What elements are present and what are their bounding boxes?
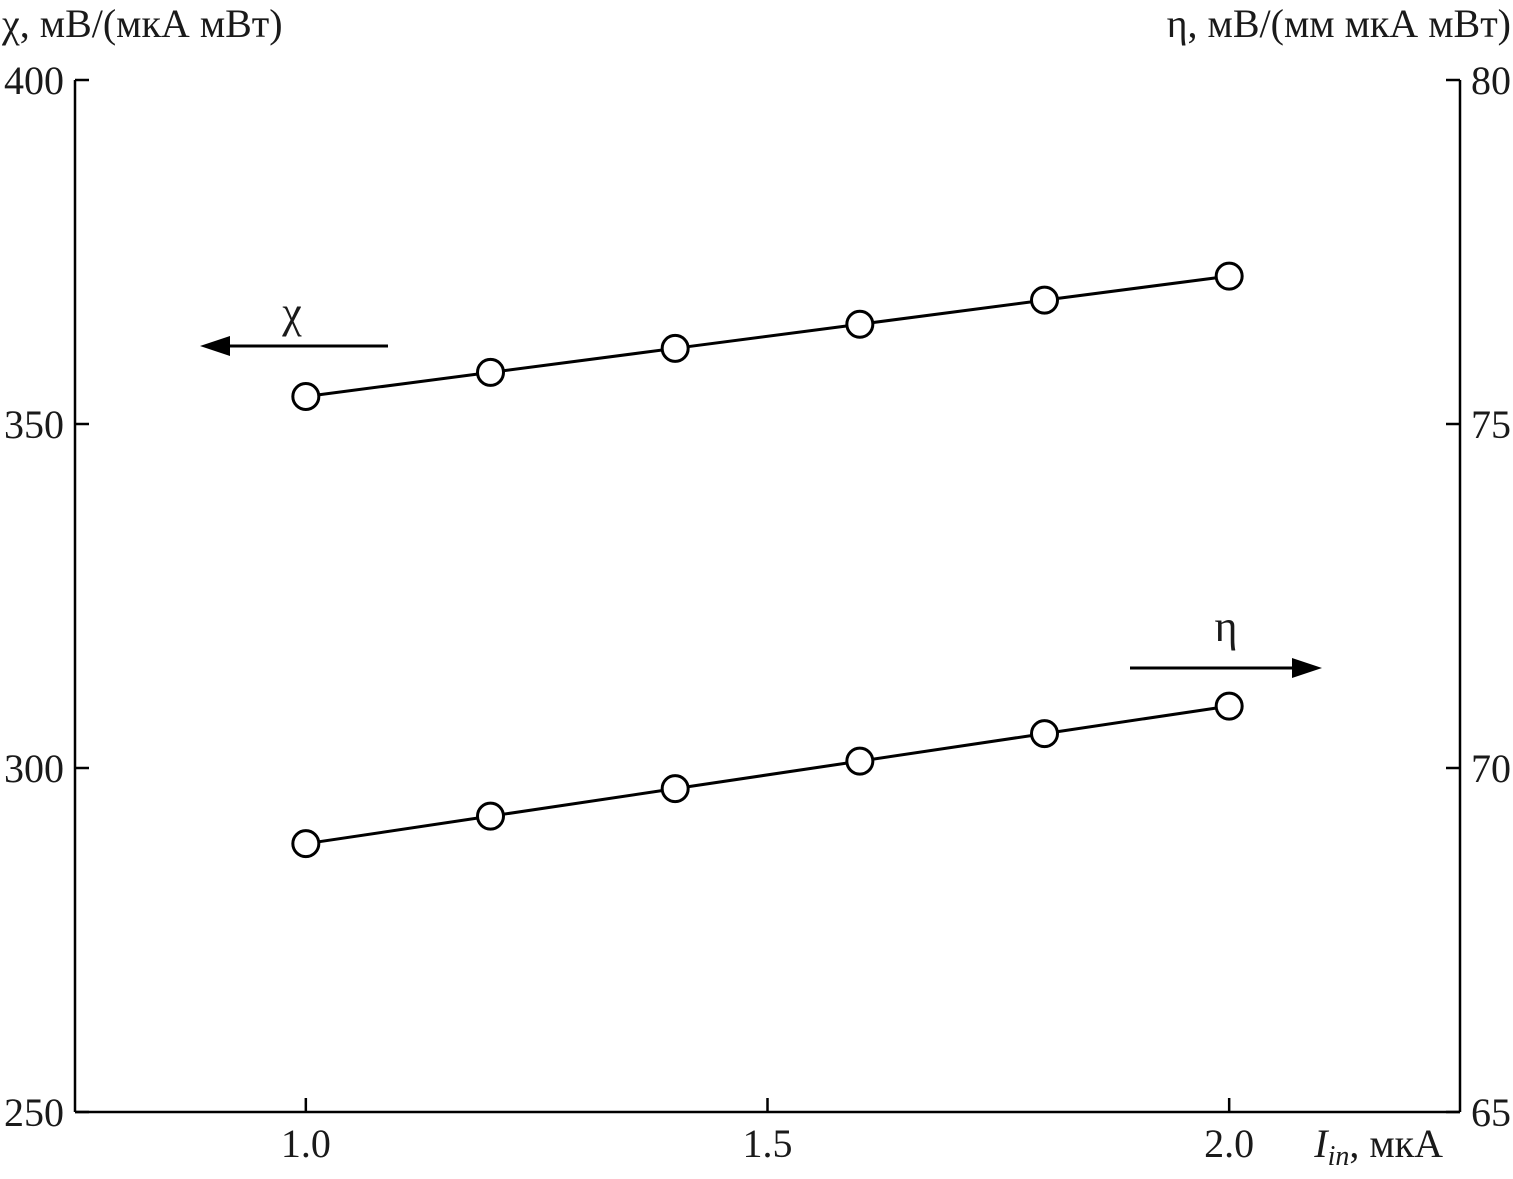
annotations: χ η <box>200 288 1322 678</box>
eta-data-point <box>1214 691 1244 721</box>
x-axis-title-symbol: I <box>1313 1121 1329 1166</box>
eta-data-point <box>476 801 505 831</box>
y-right-tick-label: 70 <box>1471 746 1511 791</box>
eta-data-point <box>845 746 875 776</box>
chi-series-line <box>305 274 1230 398</box>
chi-data-point <box>845 309 875 339</box>
y-right-tick-label: 80 <box>1471 58 1511 103</box>
eta-data-point <box>1030 719 1059 749</box>
x-tick-label: 1.5 <box>743 1121 793 1166</box>
eta-series-label: η <box>1214 602 1237 651</box>
y-left-tick-label: 250 <box>4 1090 64 1135</box>
y-right-tick-label: 75 <box>1471 402 1511 447</box>
axes <box>73 80 1462 1114</box>
chi-data-point <box>660 333 690 363</box>
x-tick-label: 2.0 <box>1204 1121 1254 1166</box>
ticks: 1.0 1.5 2.0 250 300 350 400 65 70 75 80 <box>4 58 1511 1166</box>
chi-data-point <box>476 357 505 387</box>
eta-arrow-head <box>1292 658 1322 678</box>
y-left-tick-label: 400 <box>4 58 64 103</box>
y-left-tick-label: 300 <box>4 746 64 791</box>
chi-data-point <box>1030 285 1059 315</box>
x-axis-title-subscript: in <box>1328 1141 1350 1172</box>
chi-data-point <box>291 381 321 411</box>
eta-data-point <box>660 774 690 804</box>
y-axis-right-title: η, мВ/(мм мкА мВт) <box>1167 1 1511 46</box>
series-layer <box>291 261 1244 859</box>
chi-arrow-head <box>200 336 230 356</box>
x-tick-label: 1.0 <box>281 1121 331 1166</box>
y-axis-left-title: χ, мВ/(мкА мВт) <box>1 1 283 46</box>
chi-data-point <box>1214 261 1244 291</box>
eta-data-point <box>291 829 321 859</box>
y-left-tick-label: 350 <box>4 402 64 447</box>
x-axis-title-unit: , мкА <box>1349 1121 1443 1166</box>
y-right-tick-label: 65 <box>1471 1090 1511 1135</box>
eta-series-line <box>305 704 1230 846</box>
chi-series-label: χ <box>281 288 302 337</box>
x-axis-title: Iin, мкА <box>1313 1121 1443 1172</box>
